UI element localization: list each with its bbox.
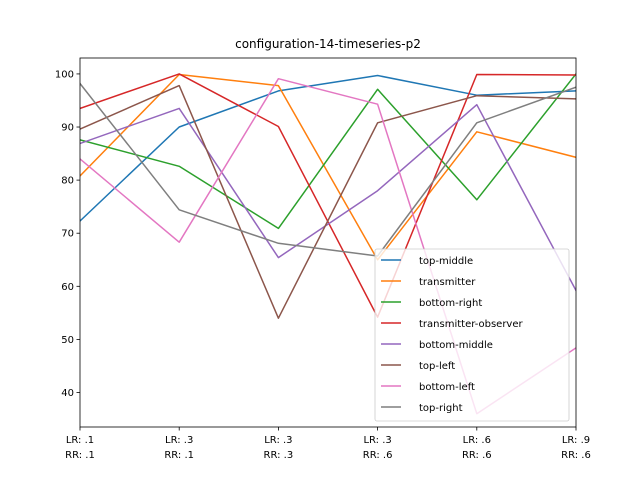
x-tick-label: RR: .6 xyxy=(561,450,591,461)
plot-frame xyxy=(79,57,577,428)
legend-label-top-left: top-left xyxy=(419,361,455,372)
legend-label-transmitter: transmitter xyxy=(419,277,476,288)
y-tick-label: 100 xyxy=(55,69,74,80)
series-line-top-right xyxy=(80,82,576,257)
axes: 40 50 60 70 80 90 100 LR: .1 RR: .1 LR: .3 RR: .1 L… xyxy=(55,57,591,461)
legend-label-top-middle: top-middle xyxy=(419,256,473,267)
legend-label-bottom-middle: bottom-middle xyxy=(419,340,493,351)
x-tick-label: RR: .6 xyxy=(363,450,393,461)
y-tick-label: 60 xyxy=(61,282,74,293)
y-tick-label: 70 xyxy=(61,229,74,240)
y-tick-label: 50 xyxy=(61,335,74,346)
series-line-bottom-right xyxy=(80,72,576,230)
y-tick-label: 40 xyxy=(61,388,74,399)
x-tick-label: RR: .6 xyxy=(462,450,492,461)
legend: top-middle transmitter bottom-right transmi… xyxy=(374,248,570,422)
x-tick-label: RR: .1 xyxy=(65,450,95,461)
y-tick-label: 90 xyxy=(61,123,74,134)
x-tick-label: LR: .9 xyxy=(562,435,590,446)
legend-label-bottom-right: bottom-right xyxy=(419,298,482,309)
legend-label-bottom-left: bottom-left xyxy=(419,382,475,393)
x-tick-label: LR: .3 xyxy=(264,435,292,446)
x-tick-label: LR: .6 xyxy=(463,435,491,446)
x-tick-label: RR: .3 xyxy=(264,450,294,461)
x-tick-label: LR: .1 xyxy=(66,435,94,446)
x-tick-label: LR: .3 xyxy=(363,435,391,446)
legend-box xyxy=(374,248,570,422)
legend-label-transmitter-observer: transmitter-observer xyxy=(419,319,523,330)
y-tick-label: 80 xyxy=(61,176,74,187)
legend-label-top-right: top-right xyxy=(419,403,463,414)
series-line-top-middle xyxy=(80,74,576,223)
series-line-top-left xyxy=(80,84,576,319)
chart-title: configuration-14-timeseries-p2 xyxy=(235,37,421,51)
series-group xyxy=(80,72,576,415)
series-line-bottom-middle xyxy=(80,103,576,292)
x-tick-label: LR: .3 xyxy=(165,435,193,446)
x-tick-label: RR: .1 xyxy=(164,450,194,461)
series-lines xyxy=(80,72,576,415)
